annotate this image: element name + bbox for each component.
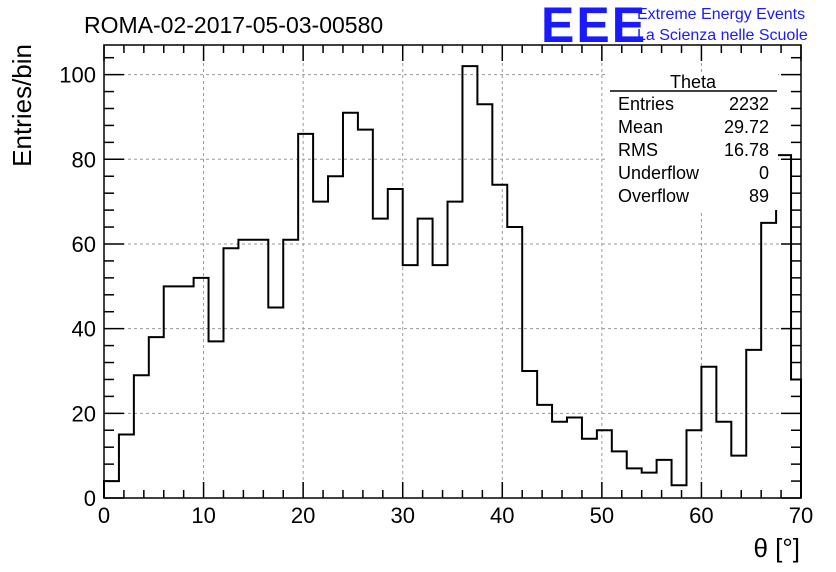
histogram-bin [403, 265, 418, 498]
histogram-bin [179, 286, 194, 498]
plot-area-border [103, 44, 802, 499]
histogram-series [103, 65, 802, 498]
histogram-bin [238, 240, 253, 498]
histogram-bin [537, 405, 552, 498]
histogram-bin [522, 371, 537, 498]
histogram-bin [209, 341, 224, 498]
y-tick-label: 80 [72, 147, 96, 172]
histogram-bin [223, 248, 238, 498]
x-tick-label: 40 [490, 503, 514, 528]
stats-value: 16.78 [724, 140, 769, 160]
stats-value: 89 [749, 186, 769, 206]
stats-box: Theta Entries 2232 Mean 29.72 RMS 16.78 Underf… [608, 72, 778, 210]
histogram-bin [164, 286, 179, 498]
histogram-bin [104, 481, 119, 498]
histogram-bin [776, 155, 791, 498]
histogram-bin [567, 418, 582, 498]
histogram-bin [686, 430, 701, 498]
plot-frame [103, 44, 802, 499]
eee-logo-letters: EEE [541, 0, 647, 53]
histogram-bin [448, 202, 463, 498]
stats-label: Underflow [618, 163, 700, 183]
histogram-bin [358, 130, 373, 498]
x-tick-label: 0 [98, 503, 110, 528]
eee-logo-line1: Extreme Energy Events [637, 6, 805, 23]
y-tick-label: 60 [72, 232, 96, 257]
histogram-bin [313, 202, 328, 498]
histogram-bin [268, 307, 283, 498]
histogram-bin [134, 375, 149, 498]
histogram-bin [253, 240, 268, 498]
histogram-bin [388, 189, 403, 498]
grid-lines [104, 45, 801, 498]
stats-label: RMS [618, 140, 658, 160]
histogram-line [103, 65, 802, 498]
histogram-bin [433, 265, 448, 498]
histogram-bin [597, 430, 612, 498]
y-tick-label: 0 [84, 486, 96, 511]
y-axis-ticks: 0 20 40 60 80 100 [59, 56, 801, 511]
histogram-bin [194, 278, 209, 498]
stats-label: Overflow [618, 186, 690, 206]
eee-logo: EEE Extreme Energy Events La Scienza nel… [541, 0, 808, 53]
stats-box-title: Theta [670, 72, 717, 92]
stats-value: 0 [759, 163, 769, 183]
histogram-bin [672, 485, 687, 498]
histogram-bin [507, 227, 522, 498]
histogram-bin [343, 113, 358, 498]
histogram-bin [283, 240, 298, 498]
histogram-bin [552, 422, 567, 498]
x-tick-label: 60 [689, 503, 713, 528]
histogram-bin [582, 439, 597, 498]
histogram-bin [642, 473, 657, 498]
x-axis-title: θ [°] [753, 533, 800, 563]
histogram-bin [462, 66, 477, 498]
histogram-bin [373, 219, 388, 498]
x-tick-label: 30 [390, 503, 414, 528]
stats-label: Mean [618, 117, 663, 137]
histogram-bin [298, 134, 313, 498]
histogram-bin [701, 367, 716, 498]
stats-box-background [608, 72, 778, 210]
y-axis-title: Entries/bin [7, 44, 37, 167]
eee-logo-line2: La Scienza nelle Scuole [637, 27, 808, 44]
histogram-bin [716, 422, 731, 498]
stats-value: 29.72 [724, 117, 769, 137]
stats-value: 2232 [729, 94, 769, 114]
x-tick-label: 20 [291, 503, 315, 528]
y-tick-label: 20 [72, 401, 96, 426]
histogram-bin [149, 337, 164, 498]
histogram-bin [492, 185, 507, 498]
y-tick-label: 100 [59, 63, 96, 88]
histogram-bin [418, 219, 433, 498]
histogram-bin [612, 451, 627, 498]
histogram-bin [328, 176, 343, 498]
x-tick-label: 10 [191, 503, 215, 528]
histogram-bin [761, 223, 776, 498]
histogram-bin [746, 350, 761, 498]
histogram-bin [119, 434, 134, 498]
y-tick-label: 40 [72, 317, 96, 342]
histogram-bin [731, 456, 746, 498]
histogram-bin [477, 104, 492, 498]
stats-label: Entries [618, 94, 674, 114]
run-title: ROMA-02-2017-05-03-00580 [84, 12, 383, 38]
x-tick-label: 50 [590, 503, 614, 528]
x-tick-label: 70 [789, 503, 813, 528]
histogram-bin [791, 379, 801, 498]
histogram-bin [627, 468, 642, 498]
histogram-bin [657, 460, 672, 498]
x-axis-ticks: 0 10 20 30 40 50 60 70 [98, 45, 813, 528]
